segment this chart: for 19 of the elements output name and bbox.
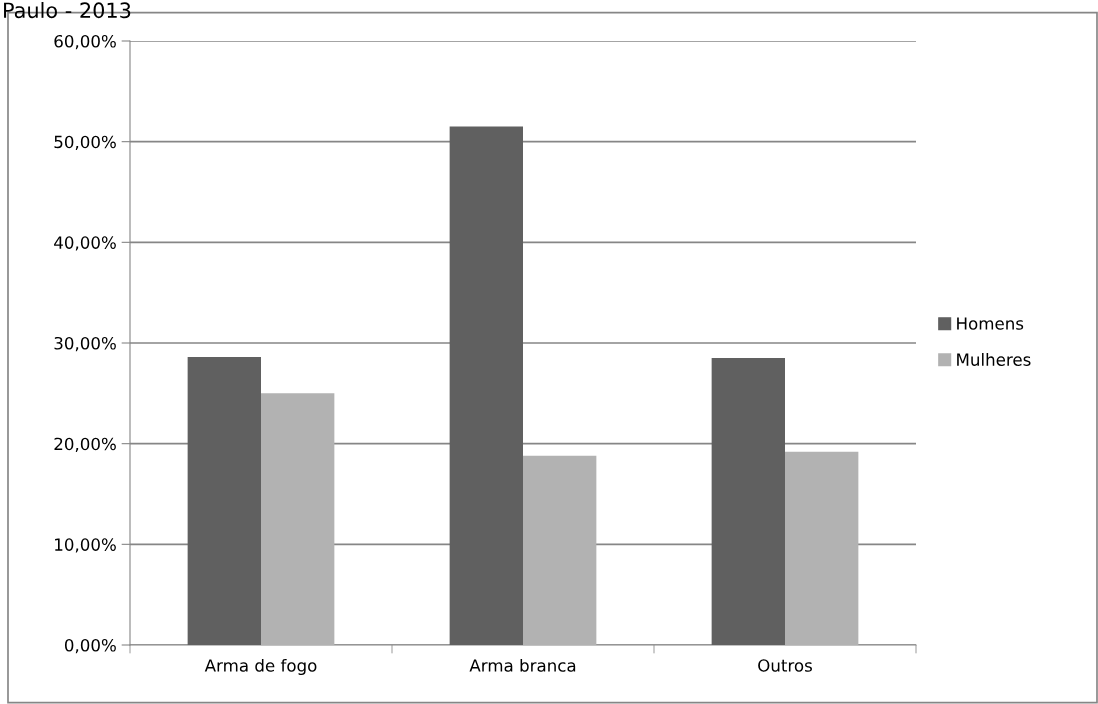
y-tick-label: 10,00% [55,538,116,553]
bar [785,451,859,645]
x-tick-label: Outros [758,659,812,672]
bar [711,358,785,645]
x-tick-label: Arma de fogo [204,658,317,676]
y-tick-label: 60,00% [54,34,116,50]
bar [187,357,261,645]
y-tick-label: 40,00% [54,236,116,251]
legend-label: Mulheres [957,353,1031,366]
y-tick-label: 50,00% [54,135,116,150]
legend-label: Homens [957,317,1024,330]
y-tick-label: 0,00% [64,638,116,654]
y-tick-label: 30,00% [54,336,116,352]
bar [261,393,335,645]
y-tick-label: 20,00% [54,437,116,452]
bar [523,455,597,645]
chart-title: Paulo - 2013 [4,2,131,19]
bar [449,126,523,645]
x-tick-label: Arma branca [469,658,576,672]
